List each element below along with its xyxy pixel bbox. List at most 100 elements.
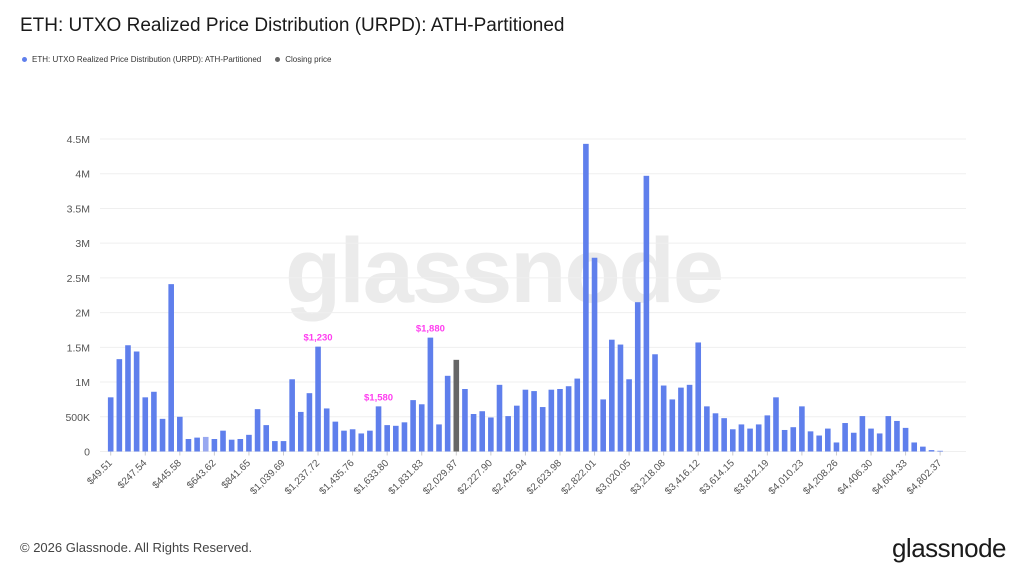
bar [306,393,313,452]
bar [859,416,866,452]
annotation-label: $1,880 [416,324,445,335]
bar [289,379,295,452]
x-tick-label: $4,010.23 [767,458,807,498]
x-tick-label: $2,029.87 [421,458,461,498]
bar [427,337,434,452]
x-tick-label: $3,218.08 [629,458,669,498]
x-tick-label: $247.54 [116,458,150,492]
bar [868,428,874,452]
x-tick-label: $841.65 [220,458,254,492]
bar [332,421,339,452]
bar [444,375,451,452]
bar [660,385,667,452]
page-title: ETH: UTXO Realized Price Distribution (U… [20,15,565,36]
glassnode-logo: glassnode [891,533,1007,563]
bar [237,439,244,452]
x-tick-label: $1,435.76 [317,458,357,498]
closing-price-bar [453,359,460,452]
bar [151,391,157,452]
bar [539,407,546,452]
bar [202,436,209,452]
bar [384,425,390,452]
bar [790,427,797,452]
legend-label-urpd: ETH: UTXO Realized Price Distribution (U… [32,55,262,64]
y-tick-label: 4M [75,169,90,181]
bar [626,379,632,452]
y-tick-label: 500K [65,412,90,424]
bar [488,417,494,452]
bar [505,416,511,452]
legend-item-urpd[interactable]: ETH: UTXO Realized Price Distribution (U… [22,55,261,64]
x-tick-label: $4,406.30 [836,458,876,498]
bar [462,389,468,452]
legend-dot-urpd-icon [22,57,27,62]
y-tick-label: 2.5M [67,273,90,285]
x-tick-label: $1,237.72 [283,458,323,498]
bar [220,430,226,452]
x-tick-label: $3,812.19 [732,458,772,498]
bar [609,339,615,452]
bar [341,430,347,452]
bar [842,423,848,452]
bar [263,425,270,452]
bar [401,422,408,452]
x-tick-label: $1,831.83 [387,458,427,498]
bar [825,428,831,452]
bar [833,442,840,452]
bar [246,434,252,452]
bar [315,346,321,452]
bar [885,416,892,452]
bar [272,441,278,452]
bar [773,397,779,452]
x-tick-label: $3,614.15 [698,458,738,498]
bar [712,413,719,452]
x-tick-label: $4,208.26 [801,458,841,498]
bar [185,439,192,452]
bar [168,284,174,452]
bar [747,428,753,452]
bar [513,405,520,452]
y-tick-label: 0 [84,447,90,459]
legend: ETH: UTXO Realized Price Distribution (U… [22,55,332,64]
y-tick-label: 1M [75,377,90,389]
bar [479,411,486,452]
bar [254,409,261,452]
bar [704,406,710,452]
bar [920,446,926,452]
legend-item-closing-price[interactable]: Closing price [275,55,332,64]
bar [522,389,529,452]
bar [583,143,589,452]
bar [894,420,900,452]
bar [686,384,693,452]
bar [159,418,166,452]
bar [738,424,745,452]
x-tick-label: $2,227.90 [456,458,496,498]
bar [297,411,304,452]
bar [410,400,416,452]
y-tick-label: 1.5M [67,342,90,354]
bar [133,351,140,452]
bar [228,439,235,452]
x-tick-label: $1,633.80 [352,458,392,498]
bar [643,175,650,452]
bar [107,397,114,452]
bar [557,389,563,452]
bar [807,431,814,452]
bar [669,399,676,452]
bar [764,415,771,452]
bar [695,342,702,452]
bar [755,424,762,452]
bar [937,450,943,452]
bar [548,389,555,452]
bar [393,425,399,452]
y-tick-label: 4.5M [67,134,90,146]
watermark-logo: glassnode [285,220,724,322]
bar [600,399,606,452]
x-tick-label: $2,425.94 [490,458,530,498]
bar [876,433,883,452]
bar [496,384,503,452]
bar [574,378,581,452]
x-tick-label: $1,039.69 [248,458,288,498]
bar [349,429,356,452]
